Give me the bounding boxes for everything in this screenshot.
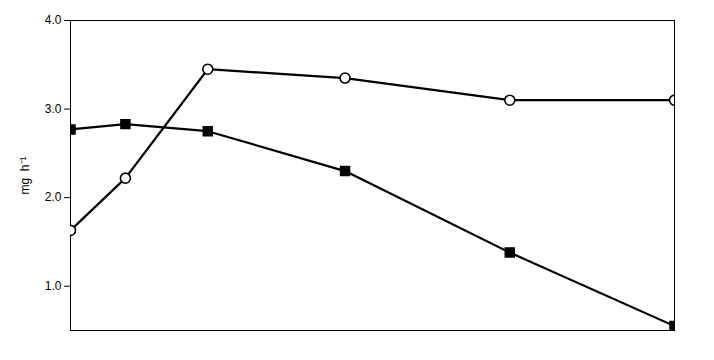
svg-text:4.0: 4.0 (45, 13, 62, 27)
svg-text:3.0: 3.0 (45, 102, 62, 116)
svg-text:2.0: 2.0 (45, 190, 62, 204)
svg-text:1.0: 1.0 (45, 279, 62, 293)
svg-text:mg h⁻¹: mg h⁻¹ (18, 156, 32, 194)
